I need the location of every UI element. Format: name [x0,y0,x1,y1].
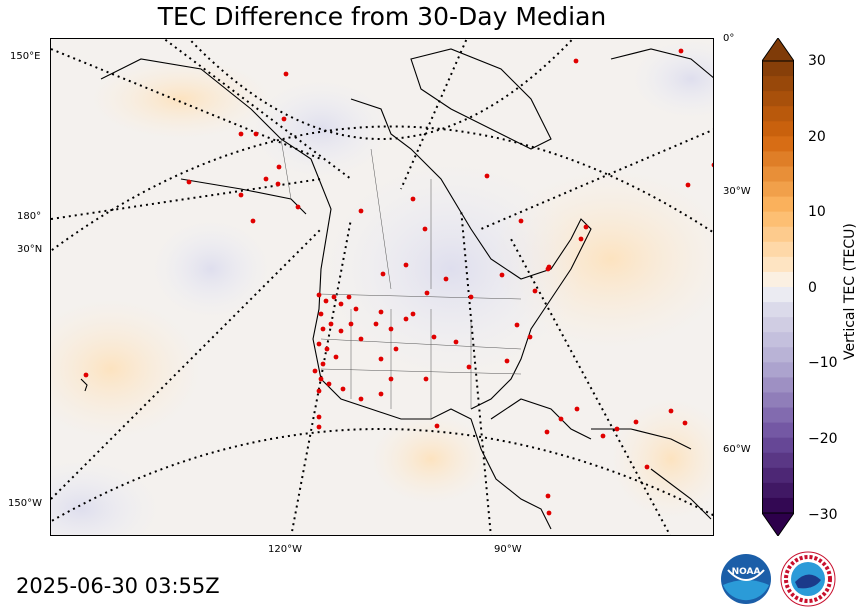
colorbar-band [762,302,794,318]
colorbar-band [762,467,794,484]
colorbar-band [762,332,794,348]
colorbar-tick-minus30: −30 [808,507,838,523]
colorbar-band [762,377,794,393]
colorbar-tick-20: 20 [808,129,826,145]
graticule-label-30w: 30°W [723,186,751,197]
colorbar [762,38,794,536]
map-canvas [51,39,713,535]
colorbar-max-arrow [762,38,794,62]
colorbar-band [762,407,794,424]
graticule-label-0: 0° [723,33,735,44]
colorbar-band [762,181,794,198]
colorbar-frame [762,60,794,514]
colorbar-band [762,76,794,92]
colorbar-tick-10: 10 [808,204,826,220]
graticule-label-60w: 60°W [723,444,751,455]
graticule-label-150w: 150°W [8,498,42,509]
noaa-logo-text: NOAA [732,567,761,577]
colorbar-tick-minus20: −20 [808,431,838,447]
colorbar-band [762,91,794,107]
map-title: TEC Difference from 30-Day Median [157,2,607,31]
colorbar-band [762,166,794,183]
graticule-label-90w: 90°W [494,544,522,555]
coastlines [80,48,713,530]
colorbar-bands [762,61,794,514]
colorbar-label: Vertical TEC (TECU) [842,223,858,360]
colorbar-band [762,347,794,363]
graticule-label-180: 180° [17,211,42,222]
noaa-logo: NOAA [721,554,771,604]
graticule-lines [51,39,713,535]
colorbar-tick-minus10: −10 [808,355,838,371]
colorbar-band [762,482,794,499]
colorbar-band [762,196,794,213]
graticule-label-150e: 150°E [10,51,41,62]
colorbar-band [762,271,794,288]
colorbar-band [762,452,794,469]
colorbar-tick-30: 30 [808,53,826,69]
timestamp: 2025-06-30 03:55Z [16,574,220,598]
colorbar-band [762,437,794,454]
colorbar-tick-0: 0 [808,280,817,296]
colorbar-band [762,497,794,514]
colorbar-band [762,392,794,409]
colorbar-band [762,61,794,77]
colorbar-band [762,241,794,258]
colorbar-band [762,121,794,137]
graticule-label-30n: 30°N [17,244,43,255]
colorbar-band [762,256,794,273]
colorbar-band [762,151,794,167]
colorbar-band [762,211,794,228]
colorbar-band [762,226,794,243]
colorbar-band [762,317,794,333]
nws-logo [780,551,836,607]
political-borders [280,138,522,419]
colorbar-band [762,136,794,152]
colorbar-min-arrow [762,512,794,536]
agency-logos: NOAA [721,551,836,607]
colorbar-band [762,287,794,303]
colorbar-band [762,106,794,122]
colorbar-band [762,362,794,378]
graticule-label-120w: 120°W [268,544,302,555]
colorbar-band [762,422,794,439]
tec-map [50,38,714,536]
gnss-stations [83,48,713,516]
